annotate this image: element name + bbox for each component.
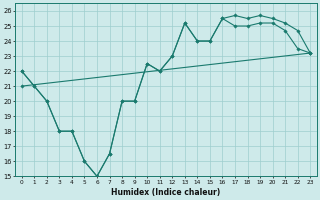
X-axis label: Humidex (Indice chaleur): Humidex (Indice chaleur) [111, 188, 220, 197]
